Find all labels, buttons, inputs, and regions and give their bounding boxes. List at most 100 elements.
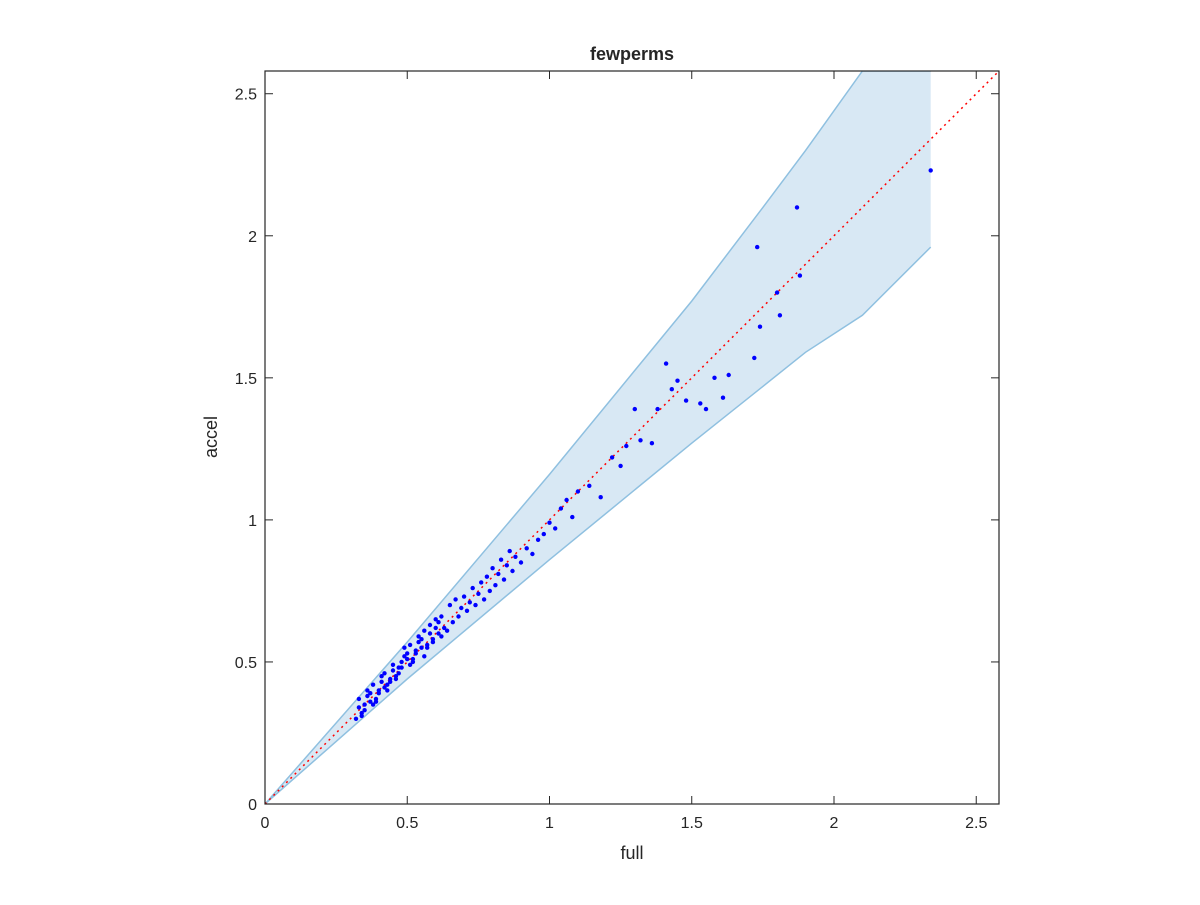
data-point	[370, 702, 376, 707]
x-tick-label: 1.5	[681, 815, 703, 832]
data-point	[507, 548, 512, 554]
y-tick-label: 2.5	[235, 87, 257, 104]
data-point	[757, 324, 763, 329]
data-point	[425, 645, 430, 650]
data-point	[669, 387, 674, 392]
data-point	[675, 378, 680, 383]
data-point	[663, 361, 669, 366]
data-point	[439, 614, 444, 619]
data-point	[547, 520, 552, 525]
data-point	[416, 634, 421, 639]
data-point	[447, 602, 453, 608]
data-point	[359, 713, 364, 719]
y-tick-label: 0	[248, 797, 257, 814]
data-point	[638, 438, 643, 443]
data-point	[487, 588, 492, 594]
data-point	[353, 716, 359, 721]
confidence-band	[265, 71, 931, 804]
data-point	[928, 168, 933, 173]
data-point	[396, 671, 401, 676]
data-point	[393, 676, 399, 682]
data-point	[368, 699, 373, 704]
data-point	[368, 691, 373, 696]
data-point	[598, 495, 603, 500]
data-point	[794, 205, 800, 210]
data-point	[524, 546, 529, 551]
data-point	[416, 639, 421, 645]
reference-line	[265, 71, 999, 804]
data-point	[553, 526, 558, 531]
data-point	[410, 656, 416, 662]
data-point	[564, 497, 569, 503]
x-tick-label: 0.5	[396, 815, 418, 832]
data-point	[356, 705, 362, 710]
data-point	[518, 560, 524, 565]
data-point	[530, 551, 535, 557]
data-point	[405, 651, 410, 656]
data-point	[385, 682, 390, 687]
data-point	[470, 585, 475, 591]
data-point	[496, 571, 501, 577]
data-point	[797, 273, 803, 278]
data-point	[444, 628, 450, 633]
data-point	[405, 656, 410, 662]
y-tick-label: 1	[248, 513, 257, 530]
data-point	[755, 244, 760, 250]
data-point	[752, 355, 757, 361]
data-point	[419, 645, 424, 650]
y-tick-label: 2	[248, 229, 257, 246]
data-point	[450, 620, 455, 625]
data-point	[712, 375, 717, 380]
data-point	[464, 608, 470, 613]
data-point	[587, 483, 592, 488]
data-point	[498, 557, 504, 562]
data-point	[436, 620, 441, 625]
data-point	[439, 634, 444, 639]
data-point	[356, 696, 362, 702]
data-point	[385, 688, 390, 693]
data-point	[493, 583, 498, 588]
data-point	[535, 537, 541, 542]
data-point	[362, 708, 367, 713]
data-point	[501, 577, 507, 582]
band-upper-edge	[265, 71, 931, 804]
data-point	[510, 568, 515, 574]
data-point	[726, 372, 731, 378]
data-point	[720, 395, 726, 400]
data-point	[618, 463, 623, 469]
data-point	[777, 313, 783, 318]
data-point	[632, 406, 637, 412]
data-point	[407, 662, 413, 667]
data-point	[413, 651, 418, 656]
data-point	[430, 639, 436, 645]
data-point	[379, 679, 384, 684]
data-point	[649, 441, 655, 446]
data-point	[399, 665, 404, 670]
data-point	[402, 645, 407, 650]
x-tick-label: 1	[545, 815, 554, 832]
data-point	[379, 674, 384, 679]
data-point	[402, 654, 407, 659]
data-point	[453, 597, 458, 602]
data-point	[407, 642, 413, 648]
data-point	[422, 654, 427, 659]
data-point	[461, 594, 467, 599]
data-point	[390, 668, 396, 673]
data-point	[370, 682, 376, 687]
data-point	[609, 455, 615, 460]
data-point	[504, 563, 509, 568]
data-point	[433, 625, 438, 631]
data-point	[382, 671, 387, 676]
data-point	[774, 290, 780, 295]
data-point	[467, 600, 472, 605]
y-tick-label: 0.5	[235, 655, 257, 672]
plot-area: 0 0.5 1 1.5 2 2.5 0 0.5 1 1.5 2 2.5	[235, 70, 1000, 832]
x-tick-label: 2	[830, 815, 839, 832]
data-point	[683, 398, 689, 403]
data-point	[427, 631, 433, 636]
data-point	[479, 580, 484, 585]
data-point	[365, 693, 370, 699]
data-point	[490, 566, 495, 571]
data-point	[513, 554, 518, 559]
